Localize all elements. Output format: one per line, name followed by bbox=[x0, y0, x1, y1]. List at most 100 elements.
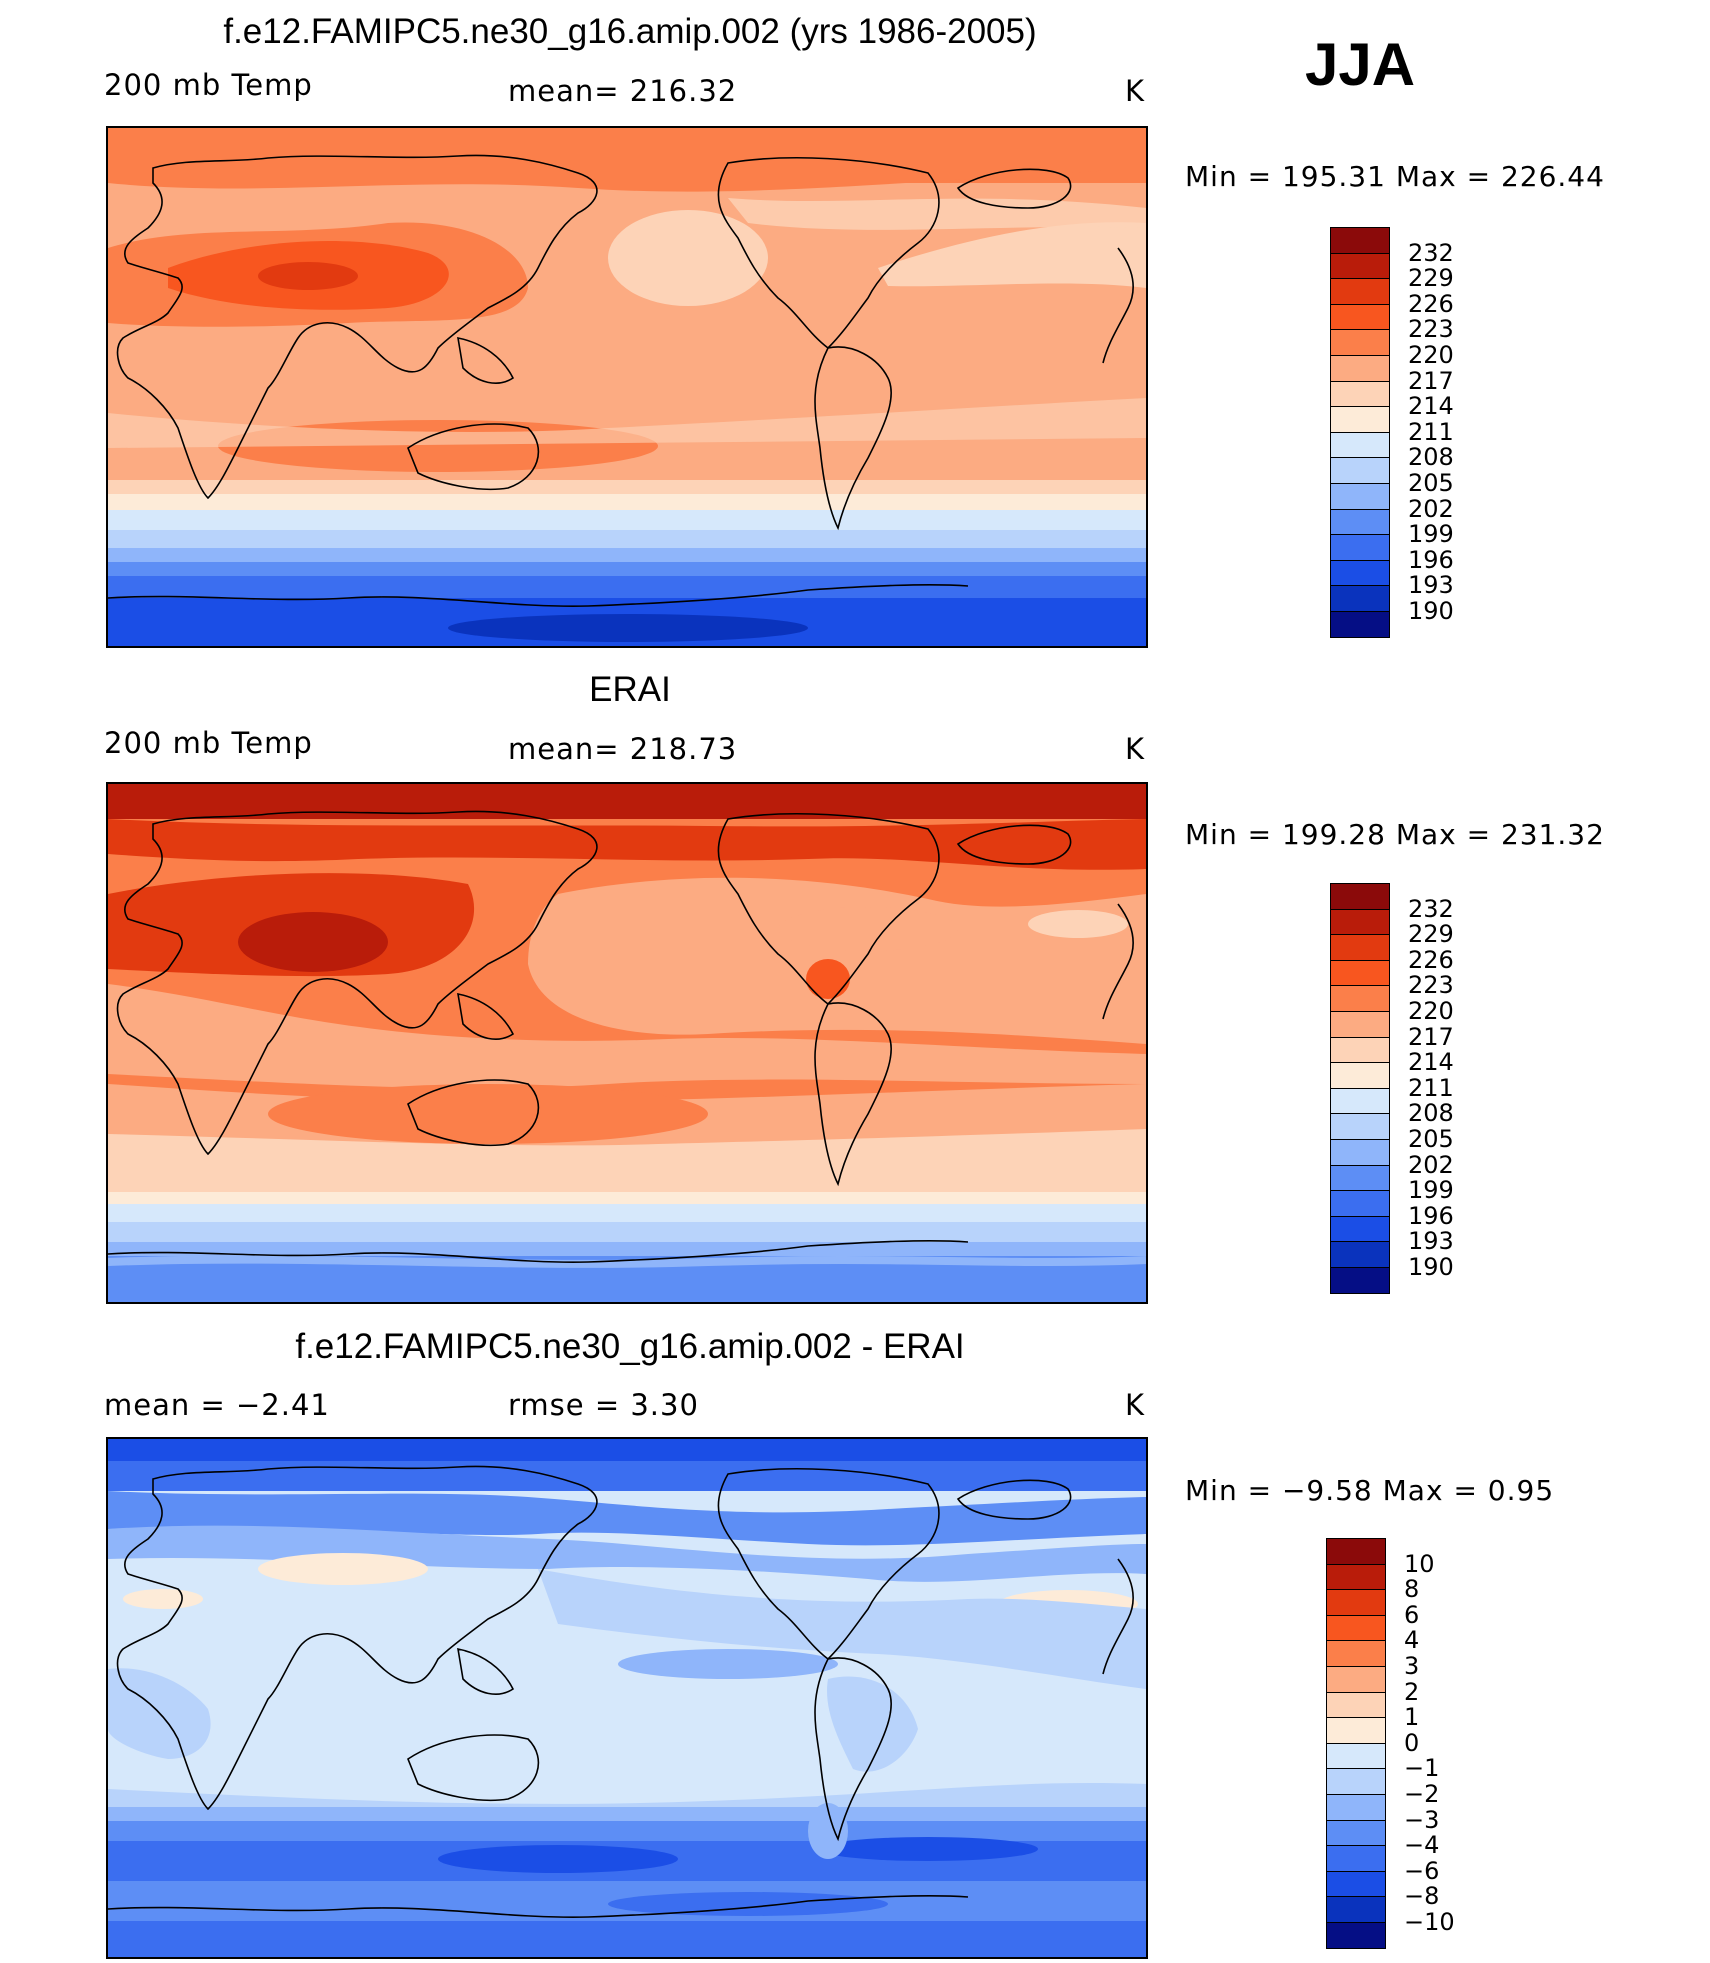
colorbar-tick-label: −6 bbox=[1404, 1856, 1440, 1885]
panel-2-mean: mean= 218.73 bbox=[508, 732, 738, 766]
season-label: JJA bbox=[1305, 31, 1416, 98]
difference-map bbox=[106, 1437, 1148, 1959]
colorbar-swatch bbox=[1330, 406, 1390, 434]
colorbar-swatch bbox=[1326, 1666, 1386, 1694]
panel-1-mean: mean= 216.32 bbox=[508, 74, 738, 108]
colorbar-swatch bbox=[1326, 1768, 1386, 1796]
colorbar-tick-label: 2 bbox=[1404, 1677, 1420, 1706]
colorbar-swatch bbox=[1330, 508, 1390, 536]
panel-3-units: K bbox=[1125, 1388, 1146, 1422]
colorbar-swatch bbox=[1330, 431, 1390, 459]
colorbar-swatch bbox=[1330, 303, 1390, 331]
colorbar-tick-label: 223 bbox=[1408, 971, 1454, 1000]
colorbar-tick-label: 0 bbox=[1404, 1728, 1420, 1757]
colorbar-swatch bbox=[1330, 985, 1390, 1013]
colorbar-swatch bbox=[1326, 1870, 1386, 1898]
colorbar-tick-label: −10 bbox=[1404, 1908, 1455, 1936]
colorbar-tick-label: 10 bbox=[1404, 1549, 1435, 1578]
colorbar-tick-label: 229 bbox=[1408, 920, 1454, 949]
colorbar-swatch bbox=[1326, 1563, 1386, 1591]
colorbar-swatch bbox=[1326, 1896, 1386, 1924]
colorbar-swatch bbox=[1326, 1538, 1386, 1566]
colorbar-swatch bbox=[1330, 329, 1390, 357]
colorbar-tick-label: 232 bbox=[1408, 238, 1454, 267]
colorbar-tick-label: 226 bbox=[1408, 289, 1454, 318]
colorbar-tick-label: 1 bbox=[1404, 1703, 1420, 1732]
colorbar-swatch bbox=[1330, 380, 1390, 408]
colorbar-swatch bbox=[1330, 1036, 1390, 1064]
panel-2-variable: 200 mb Temp bbox=[104, 726, 313, 760]
colorbar-tick-label: 220 bbox=[1408, 997, 1454, 1025]
colorbar-tick-label: 199 bbox=[1408, 520, 1454, 549]
colorbar-tick-label: 214 bbox=[1408, 392, 1454, 421]
colorbar-swatch bbox=[1330, 934, 1390, 962]
colorbar-tick-label: 211 bbox=[1408, 1073, 1454, 1102]
colorbar-tick-label: 190 bbox=[1408, 1253, 1454, 1281]
colorbar-tick-label: 202 bbox=[1408, 1150, 1454, 1179]
colorbar-tick-label: 8 bbox=[1404, 1575, 1420, 1604]
panel-2-minmax: Min = 199.28 Max = 231.32 bbox=[1185, 818, 1605, 851]
colorbar-swatch bbox=[1330, 1011, 1390, 1039]
colorbar-swatch bbox=[1330, 1139, 1390, 1167]
colorbar-swatch bbox=[1326, 1691, 1386, 1719]
colorbar-tick-label: 220 bbox=[1408, 341, 1454, 369]
panel-1-title: f.e12.FAMIPC5.ne30_g16.amip.002 (yrs 198… bbox=[223, 12, 1037, 51]
colorbar-swatch bbox=[1330, 611, 1390, 639]
colorbar-tick-label: 3 bbox=[1404, 1652, 1420, 1680]
panel-2-title: ERAI bbox=[589, 670, 671, 709]
colorbar-swatch bbox=[1330, 355, 1390, 383]
colorbar-tick-label: 196 bbox=[1408, 1201, 1454, 1230]
panel-1-minmax: Min = 195.31 Max = 226.44 bbox=[1185, 160, 1605, 193]
colorbar-swatch bbox=[1330, 1164, 1390, 1192]
colorbar-tick-label: 208 bbox=[1408, 1099, 1454, 1128]
colorbar-swatch bbox=[1330, 1190, 1390, 1218]
panel-3-minmax: Min = −9.58 Max = 0.95 bbox=[1185, 1474, 1555, 1507]
colorbar-tick-label: −4 bbox=[1404, 1831, 1440, 1860]
colorbar-tick-label: −8 bbox=[1404, 1882, 1440, 1911]
panel-3-mean: mean = −2.41 bbox=[104, 1388, 330, 1422]
panel-3-rmse: rmse = 3.30 bbox=[508, 1388, 699, 1422]
colorbar-tick-label: 202 bbox=[1408, 494, 1454, 523]
colorbar-swatch bbox=[1326, 1640, 1386, 1668]
colorbar-swatch bbox=[1330, 1087, 1390, 1115]
colorbar-tick-label: 196 bbox=[1408, 545, 1454, 574]
colorbar-swatch bbox=[1330, 559, 1390, 587]
colorbar-swatch bbox=[1330, 534, 1390, 562]
colorbar-swatch bbox=[1326, 1614, 1386, 1642]
colorbar-tick-label: 214 bbox=[1408, 1048, 1454, 1077]
colorbar-tick-label: 193 bbox=[1408, 1227, 1454, 1256]
colorbar-swatch bbox=[1330, 278, 1390, 306]
colorbar-tick-label: 226 bbox=[1408, 945, 1454, 974]
colorbar-tick-label: 217 bbox=[1408, 1022, 1454, 1051]
colorbar-swatch bbox=[1326, 1922, 1386, 1950]
erai-temperature-map bbox=[106, 782, 1148, 1304]
colorbar-swatch bbox=[1326, 1589, 1386, 1617]
colorbar-tick-label: −1 bbox=[1404, 1754, 1440, 1783]
colorbar-swatch bbox=[1326, 1717, 1386, 1745]
colorbar-tick-label: 193 bbox=[1408, 571, 1454, 600]
colorbar-swatch bbox=[1326, 1845, 1386, 1873]
colorbar-swatch bbox=[1330, 1241, 1390, 1269]
colorbar-tick-label: −3 bbox=[1404, 1805, 1440, 1834]
colorbar-tick-label: 211 bbox=[1408, 417, 1454, 446]
colorbar-swatch bbox=[1330, 227, 1390, 255]
colorbar-tick-label: 205 bbox=[1408, 469, 1454, 497]
colorbar-swatch bbox=[1330, 585, 1390, 613]
colorbar-swatch bbox=[1326, 1742, 1386, 1770]
colorbar-swatch bbox=[1330, 883, 1390, 911]
panel-1-units: K bbox=[1125, 74, 1146, 108]
colorbar-swatch bbox=[1330, 959, 1390, 987]
colorbar-swatch bbox=[1330, 457, 1390, 485]
colorbar-tick-label: 199 bbox=[1408, 1176, 1454, 1205]
colorbar-tick-label: 190 bbox=[1408, 597, 1454, 625]
colorbar-tick-label: 205 bbox=[1408, 1125, 1454, 1153]
model-temperature-map bbox=[106, 126, 1148, 648]
colorbar-swatch bbox=[1330, 908, 1390, 936]
colorbar-swatch bbox=[1330, 1062, 1390, 1090]
colorbar-swatch bbox=[1326, 1794, 1386, 1822]
colorbar-tick-label: 4 bbox=[1404, 1626, 1420, 1655]
colorbar-tick-label: 223 bbox=[1408, 315, 1454, 344]
colorbar-swatch bbox=[1330, 1113, 1390, 1141]
panel-2-units: K bbox=[1125, 732, 1146, 766]
colorbar-swatch bbox=[1330, 1267, 1390, 1295]
